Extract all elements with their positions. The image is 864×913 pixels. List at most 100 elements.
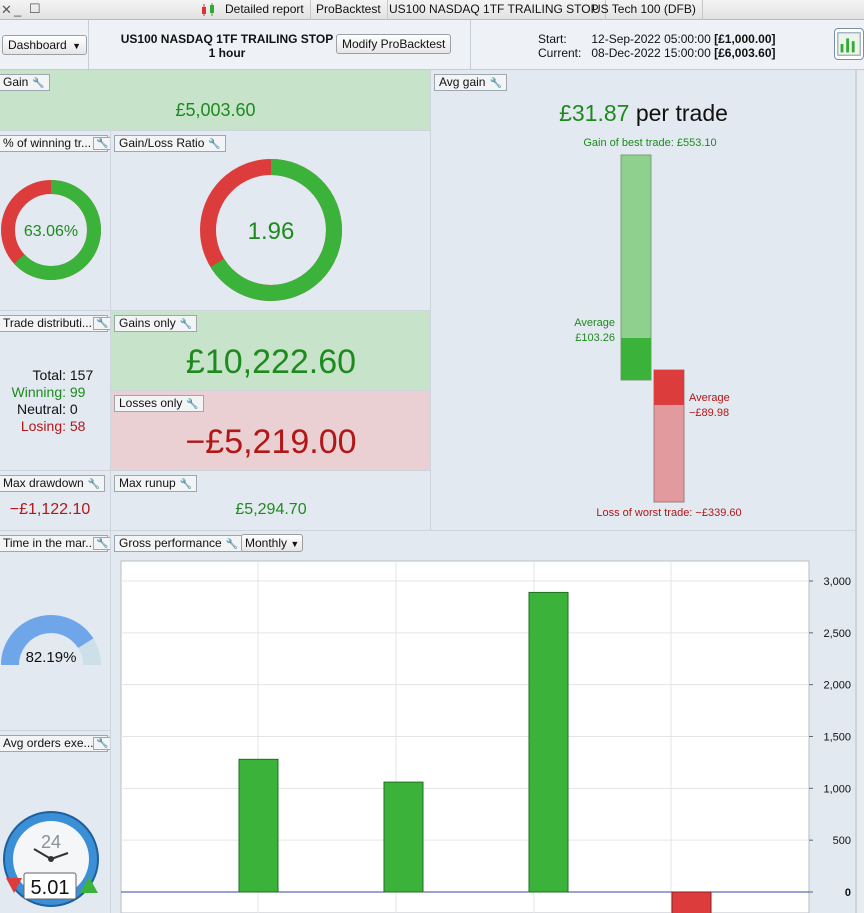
close-icon[interactable]: ✕ <box>1 2 12 17</box>
chart-app-icon[interactable] <box>834 28 864 60</box>
chart-bar[interactable] <box>238 758 279 893</box>
avg-gain-headline: £31.87 per trade <box>431 100 855 127</box>
divider <box>88 20 89 70</box>
winning-trades-label[interactable]: % of winning tr... <box>0 135 108 152</box>
wrench-icon[interactable]: 🔧 <box>186 399 199 410</box>
strategy-title: US100 NASDAQ 1TF TRAILING STOP 1 hour <box>100 32 354 60</box>
y-tick-label: 1,000 <box>823 783 851 795</box>
wrench-icon[interactable]: 🔧 <box>93 317 110 330</box>
avg-gain-panel: Avg gain 🔧 £31.87 per trade Gain of best … <box>431 70 856 531</box>
time-market-label[interactable]: Time in the mar... <box>0 535 108 552</box>
wrench-icon[interactable]: 🔧 <box>225 539 239 550</box>
window-titlebar: ✕ _ ☐ Detailed report ProBacktest US100 … <box>0 0 864 20</box>
chart-bars <box>238 591 712 913</box>
losses-only-label-text: Losses only <box>119 396 183 410</box>
chart-bar[interactable] <box>528 591 569 893</box>
losses-only-panel: Losses only 🔧 −£5,219.00 <box>111 391 431 471</box>
avg-gain-label-text: Avg gain <box>439 75 486 89</box>
report-header: Dashboard ▼ US100 NASDAQ 1TF TRAILING ST… <box>0 20 864 70</box>
wrench-icon[interactable]: 🔧 <box>93 137 110 150</box>
modify-probacktest-button[interactable]: Modify ProBacktest <box>336 34 452 54</box>
gain-label[interactable]: Gain 🔧 <box>0 74 50 91</box>
drawdown-label-text: Max drawdown <box>3 476 84 490</box>
total-label: Total: <box>32 367 66 383</box>
drawdown-value: −£1,122.10 <box>9 501 91 518</box>
time-market-gauge: 82.19% <box>1 615 101 666</box>
date-range: Start: 12-Sep-2022 05:00:00 [£1,000.00] … <box>538 32 776 60</box>
tab-strategy[interactable]: US100 NASDAQ 1TF TRAILING STOP <box>383 0 606 20</box>
gross-label-text: Gross performance <box>119 536 222 550</box>
max-drawdown-panel: Max drawdown 🔧 −£1,122.10 <box>0 471 111 531</box>
gross-performance-chart: 3,000 2,500 2,000 1,500 1,000 500 0 <box>120 560 851 913</box>
ratio-label[interactable]: Gain/Loss Ratio 🔧 <box>114 135 226 152</box>
wrench-icon[interactable]: 🔧 <box>179 319 193 330</box>
current-date: 08-Dec-2022 15:00:00 <box>591 46 711 60</box>
dashboard-dropdown[interactable]: Dashboard ▼ <box>2 35 87 55</box>
gain-loss-ratio-panel: Gain/Loss Ratio 🔧 1.96 <box>111 131 431 311</box>
avg-gain-label[interactable]: Avg gain 🔧 <box>434 74 507 91</box>
losing-label: Losing: <box>20 418 66 434</box>
minimize-icon[interactable]: _ <box>14 2 22 17</box>
avg-gain-bar <box>621 337 651 380</box>
avg-loss-bar-value: −£89.98 <box>689 407 729 419</box>
winning-trades-panel: % of winning tr... 🔧 63.06% <box>0 131 111 311</box>
avg-orders-label[interactable]: Avg orders exe... <box>0 735 108 752</box>
current-label: Current: <box>538 46 582 60</box>
neutral-label: Neutral: <box>16 401 66 417</box>
losses-only-label[interactable]: Losses only 🔧 <box>114 395 204 412</box>
gain-label-text: Gain <box>3 75 29 89</box>
best-trade-label: Gain of best trade: £553.10 <box>583 137 716 149</box>
gains-only-label[interactable]: Gains only 🔧 <box>114 315 198 332</box>
time-market-value: 82.19% <box>26 649 77 666</box>
losing-count: 58 <box>69 418 86 434</box>
winning-percent: 63.06% <box>24 223 78 240</box>
y-tick-label: 2,000 <box>823 680 851 692</box>
tab-probacktest[interactable]: ProBacktest <box>310 0 388 20</box>
clock-icon: 24 5.01 <box>3 811 99 907</box>
distribution-label-text: Trade distributi... <box>3 316 92 330</box>
wrench-icon[interactable]: 🔧 <box>93 737 110 750</box>
drawdown-label[interactable]: Max drawdown 🔧 <box>0 475 106 492</box>
tab-detailed-report[interactable]: Detailed report <box>219 0 311 20</box>
gross-label[interactable]: Gross performance 🔧 <box>114 535 244 552</box>
wrench-icon[interactable]: 🔧 <box>32 78 45 89</box>
y-tick-label: 500 <box>833 835 851 847</box>
period-dropdown[interactable]: Monthly ▼ <box>241 534 304 552</box>
wrench-icon[interactable]: 🔧 <box>87 479 101 490</box>
winning-donut: 63.06% <box>1 180 101 280</box>
runup-label[interactable]: Max runup 🔧 <box>114 475 198 492</box>
y-tick-label: 2,500 <box>823 628 851 640</box>
neutral-count: 0 <box>69 401 78 417</box>
gains-only-value: £10,222.60 <box>185 343 357 381</box>
chart-bar[interactable] <box>383 781 424 893</box>
clock-label: 24 <box>41 832 61 852</box>
wrench-icon[interactable]: 🔧 <box>93 537 110 550</box>
y-tick-label: 0 <box>845 887 851 899</box>
tab-instrument[interactable]: US Tech 100 (DFB) <box>586 0 703 20</box>
max-runup-panel: Max runup 🔧 £5,294.70 <box>111 471 431 531</box>
maximize-icon[interactable]: ☐ <box>29 1 41 16</box>
distribution-label[interactable]: Trade distributi... <box>0 315 108 332</box>
ratio-label-text: Gain/Loss Ratio <box>119 136 205 150</box>
worst-trade-label: Loss of worst trade: −£339.60 <box>596 507 741 519</box>
gain-arc <box>200 159 342 301</box>
chevron-down-icon: ▼ <box>290 539 300 549</box>
avg-gain-bar-value: £103.26 <box>575 332 615 344</box>
arrow-up-icon <box>80 877 98 893</box>
avg-gain-suffix: per trade <box>635 100 728 126</box>
wrench-icon[interactable]: 🔧 <box>179 479 193 490</box>
vertical-scrollbar[interactable] <box>856 70 864 913</box>
wrench-icon[interactable]: 🔧 <box>489 78 502 89</box>
gains-only-panel: Gains only 🔧 £10,222.60 <box>111 311 431 391</box>
strategy-timeframe: 1 hour <box>208 46 246 60</box>
avg-gain-bars: Gain of best trade: £553.10 Average £103… <box>574 137 741 519</box>
wrench-icon[interactable]: 🔧 <box>208 139 221 150</box>
time-market-label-text: Time in the mar... <box>3 536 96 550</box>
total-count: 157 <box>69 367 94 383</box>
runup-label-text: Max runup <box>119 476 176 490</box>
ratio-donut: 1.96 <box>200 159 342 301</box>
avg-loss-bar <box>654 370 684 405</box>
distribution-list: Total: 157 Winning: 99 Neutral: 0 Losing… <box>0 367 94 435</box>
gain-value: £5,003.60 <box>175 100 256 120</box>
chart-bar[interactable] <box>671 891 712 913</box>
